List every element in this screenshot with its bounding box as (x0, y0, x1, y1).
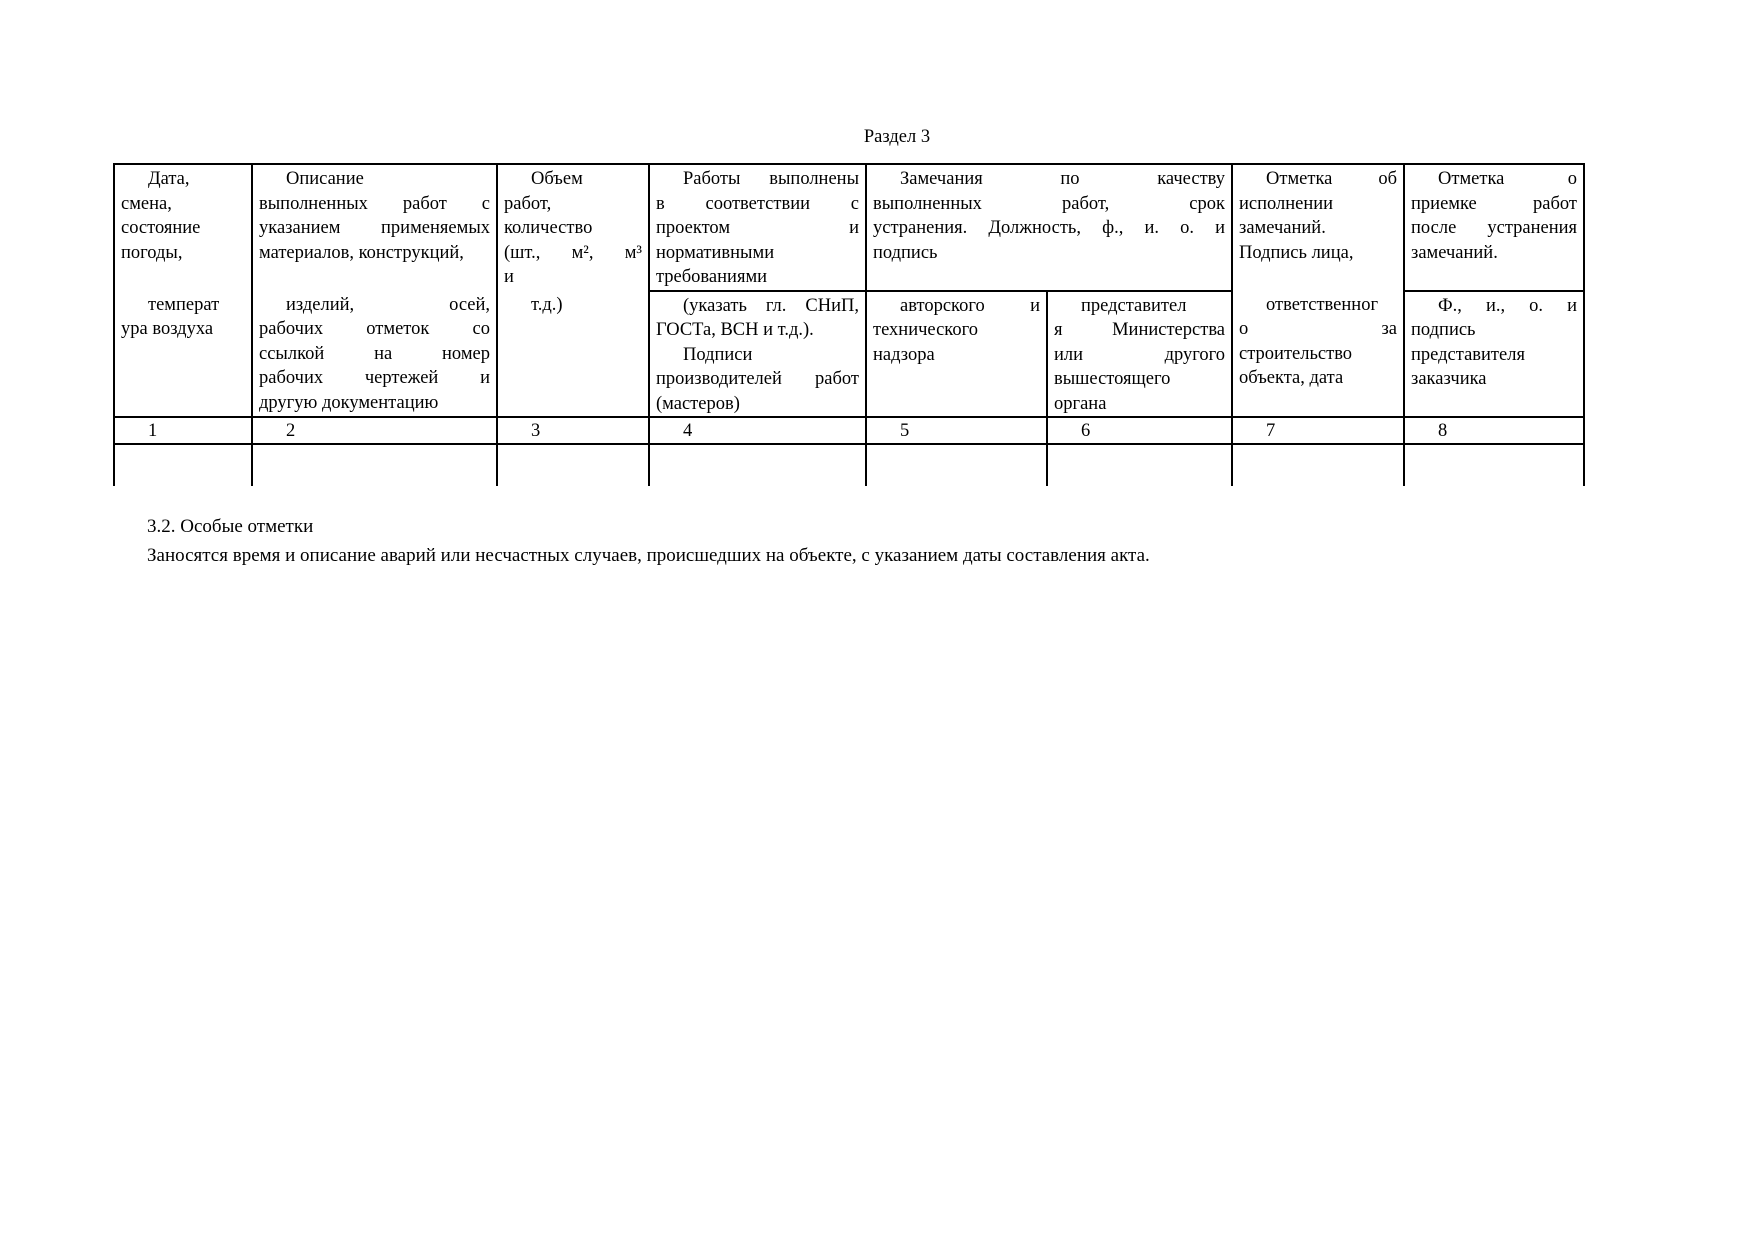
header-cell-acceptance-mark: Отметка о приемке работ после устранения замеч… (1403, 163, 1586, 292)
work-log-table: Дата, смена, состояние погоды, Описание выпо… (113, 163, 1586, 486)
empty-cell (113, 443, 253, 486)
empty-cell (865, 443, 1048, 486)
header-cell-remark-execution: Отметка об исполнении замечаний. Подпись лиц… (1231, 163, 1406, 291)
empty-cell (1231, 443, 1406, 486)
special-notes-text: Заносятся время и описание аварий или не… (147, 545, 1150, 566)
column-number-cell: 4 (648, 416, 867, 445)
header-cell-work-description: Описание выполненных работ с указанием примен… (251, 163, 498, 291)
empty-data-row (113, 443, 1586, 486)
column-number-cell: 1 (113, 416, 253, 445)
empty-cell (648, 443, 867, 486)
empty-cell (1045, 443, 1234, 486)
header-row-2: температ ура воздуха изделий, осей, рабочих… (113, 289, 1586, 418)
column-number-cell: 7 (1231, 416, 1406, 445)
header-row-1: Дата, смена, состояние погоды, Описание выпо… (113, 163, 1586, 292)
header-cell-author-technical-supervision: авторского и технического надзора (865, 289, 1048, 418)
special-notes-heading: 3.2. Особые отметки (147, 516, 314, 537)
section-title: Раздел 3 (863, 127, 931, 147)
header-cell-etc: т.д.) (496, 290, 650, 418)
header-cell-ministry-representative: представител я Министерства или другого вышес… (1045, 289, 1234, 418)
special-notes-section: 3.2. Особые отметки Заносятся время и оп… (147, 512, 1647, 570)
column-number-cell: 2 (251, 416, 498, 445)
empty-cell (496, 443, 650, 486)
empty-cell (251, 443, 498, 486)
header-cell-snip-gost-signatures: (указать гл. СНиП, ГОСТа, ВСН и т.д.). Подпи… (648, 289, 867, 418)
header-cell-customer-representative: Ф., и., о. и подпись представителя заказчика (1403, 289, 1586, 418)
empty-cell (1403, 443, 1586, 486)
header-cell-construction-responsible: ответственног о за строительство объекта, да… (1231, 290, 1406, 418)
header-cell-air-temperature: температ ура воздуха (113, 290, 253, 418)
header-cell-work-compliance: Работы выполнены в соответствии с проектом и но… (648, 163, 867, 292)
column-number-cell: 6 (1045, 416, 1234, 445)
column-number-row: 1 2 3 4 5 6 7 8 (113, 416, 1586, 445)
header-cell-work-volume: Объем работ, количество (шт., м², м³ и (496, 163, 650, 291)
column-number-cell: 8 (1403, 416, 1586, 445)
column-number-cell: 5 (865, 416, 1048, 445)
header-cell-quality-remarks: Замечания по качеству выполненных работ, срок… (864, 163, 1234, 292)
header-cell-date-shift-weather: Дата, смена, состояние погоды, (113, 163, 253, 291)
column-number-cell: 3 (496, 416, 650, 445)
header-cell-products-axes-drawings: изделий, осей, рабочих отметок со ссылкой на но… (251, 290, 498, 418)
